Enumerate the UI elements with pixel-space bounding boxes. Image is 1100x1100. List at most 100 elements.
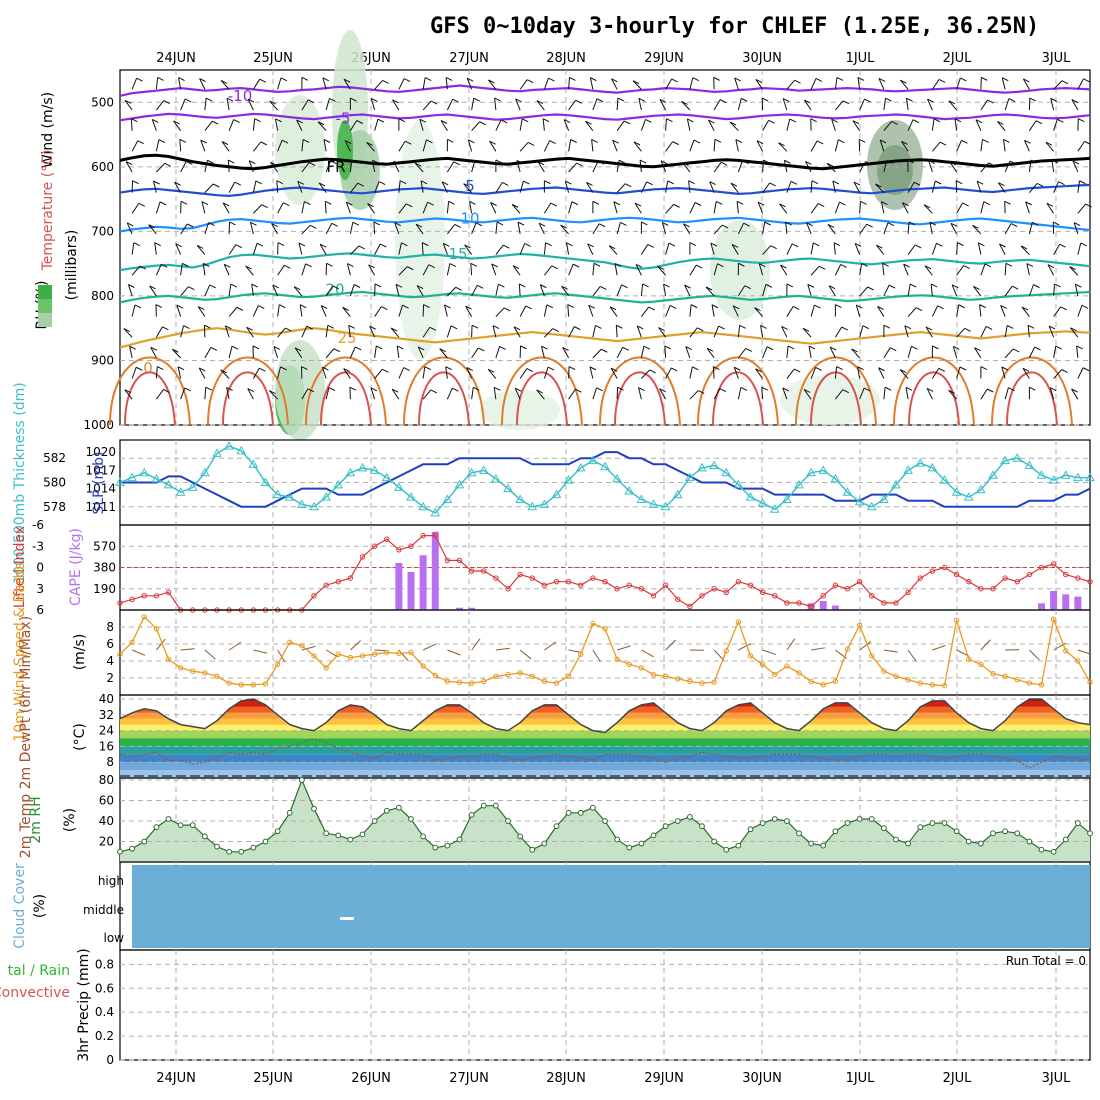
wind-barb-flag: [600, 286, 607, 290]
wind-barb: [806, 222, 812, 235]
wind-barb-flag: [210, 347, 218, 351]
wind-barb-flag: [960, 77, 967, 82]
wind-barb: [901, 141, 909, 152]
thickness-point: [333, 479, 344, 489]
y-tick-label: 40: [99, 692, 114, 706]
wind-barb-flag: [659, 388, 666, 393]
wind-barb: [299, 304, 303, 317]
wind-barb-flag: [495, 159, 503, 164]
temp-band: [120, 746, 1090, 755]
wind-barb-flag: [229, 221, 236, 226]
lifted-index-point: [141, 593, 147, 599]
wind-barb-flag: [454, 224, 461, 228]
wind-barb-flag: [879, 139, 887, 144]
wind-barb: [155, 326, 163, 338]
date-label-bottom: 2JUL: [943, 1071, 973, 1086]
wind-barb-flag: [632, 80, 640, 85]
cape-bar: [819, 601, 827, 610]
lifted-index-point: [347, 575, 354, 581]
wind-barb-flag: [277, 242, 285, 247]
wind-barb-flag: [666, 118, 673, 123]
wind-barb: [495, 119, 502, 131]
wind-barb-flag: [548, 77, 555, 82]
wind-barb-flag: [815, 77, 823, 82]
wind-barb: [713, 99, 721, 111]
wind-barb-flag: [406, 266, 414, 271]
wind-barb-flag: [794, 368, 801, 373]
thickness-point: [818, 465, 829, 474]
thickness-point: [612, 473, 622, 483]
wind-barb-flag: [828, 285, 836, 290]
wind-barb-flag: [608, 245, 616, 250]
wind-barb-flag: [545, 242, 552, 247]
wind-barb-flag: [883, 324, 891, 329]
rh-point: [444, 842, 451, 849]
rh-point: [529, 846, 536, 853]
wind-barb-flag: [1079, 180, 1086, 185]
wind-barb: [883, 121, 892, 131]
thickness-point: [782, 494, 792, 503]
wind-barb: [319, 243, 327, 255]
wind-barb-flag: [645, 118, 652, 123]
wind-barb-flag: [158, 139, 166, 144]
thickness-point: [309, 501, 319, 511]
wind-barb-flag: [1047, 264, 1055, 269]
wind10-point: [323, 665, 329, 671]
rh-point: [250, 844, 257, 851]
wind-barb-flag: [784, 159, 791, 164]
wind-barb-flag: [818, 265, 826, 270]
wind-barb: [778, 142, 788, 152]
wind-barb-flag: [613, 201, 621, 206]
wind-barb-flag: [1005, 262, 1013, 267]
wind-barb-flag: [249, 160, 256, 165]
wind-barb: [905, 98, 909, 111]
cloud-axis-label: Cloud Cover: [12, 863, 28, 949]
wind-barb: [346, 263, 351, 276]
wind-barb-flag: [719, 99, 727, 104]
rh-point: [820, 842, 827, 849]
isotherm-line: [119, 84, 1091, 97]
wind-barb: [755, 79, 764, 90]
wind-barb: [931, 368, 940, 379]
thickness-point: [709, 460, 719, 469]
wind-barb-flag: [623, 120, 631, 125]
wind-barb: [931, 141, 941, 152]
wind-barb: [320, 305, 327, 317]
wind-barb-flag: [814, 304, 821, 309]
wind-barb-flag: [537, 161, 545, 166]
wind-barb-flag: [911, 345, 918, 350]
wind-barb: [318, 182, 327, 193]
wind-barb: [155, 201, 161, 214]
rh-point: [650, 832, 657, 839]
wind-barb: [783, 160, 788, 173]
wind10-point: [893, 673, 899, 679]
wind-barb: [592, 325, 596, 338]
rh-point: [262, 838, 269, 845]
wind-barb: [883, 387, 886, 400]
wind-barb: [956, 140, 962, 152]
wind-barb: [712, 366, 715, 379]
wind-barb-flag: [521, 118, 529, 123]
wind-barb-flag: [668, 242, 676, 247]
wind10-barb: [859, 641, 872, 651]
thickness-point: [830, 473, 841, 483]
wind10-point: [529, 673, 535, 679]
wind-barb-flag: [245, 265, 252, 270]
wind-barb-flag: [420, 180, 428, 185]
wind-barb-flag: [826, 162, 834, 167]
wind-barb: [834, 264, 842, 276]
wind-barb: [589, 77, 594, 90]
wind-barb: [640, 181, 648, 193]
wind-barb: [925, 326, 933, 338]
wind-barb: [762, 222, 766, 235]
wind-barb-flag: [964, 327, 971, 332]
rh-point: [565, 809, 572, 816]
wind-barb-flag: [926, 387, 934, 392]
wind-barb-flag: [515, 387, 522, 392]
wind10-point: [638, 665, 645, 671]
lifted-index-point: [723, 589, 729, 595]
wind-barb-flag: [617, 97, 625, 102]
wind-barb-flag: [246, 326, 253, 331]
wind-barb: [564, 180, 570, 193]
wind-barb-flag: [138, 202, 146, 207]
